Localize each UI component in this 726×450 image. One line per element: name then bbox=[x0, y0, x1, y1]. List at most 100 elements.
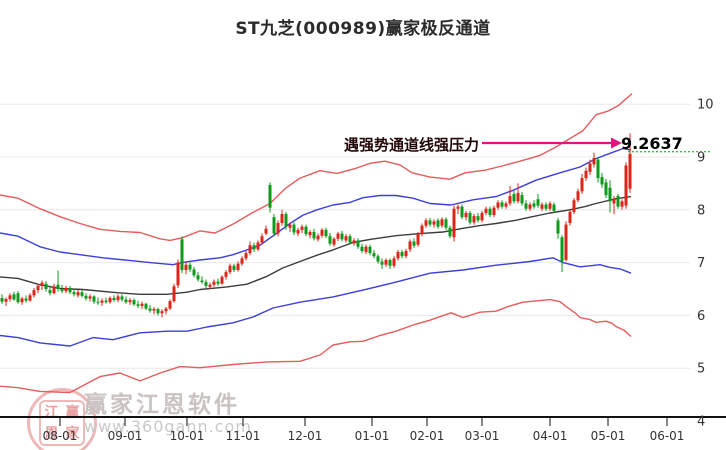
pressure-price-label: 9.2637 bbox=[621, 134, 683, 153]
candle-body bbox=[4, 299, 8, 302]
candle-body bbox=[368, 246, 372, 254]
candle-body bbox=[348, 236, 352, 243]
candle-body bbox=[476, 216, 480, 221]
candle-body bbox=[208, 284, 212, 287]
candle-body bbox=[444, 219, 448, 228]
candle-body bbox=[172, 286, 176, 302]
candle-body bbox=[196, 275, 200, 280]
seal-char: 家 bbox=[65, 425, 80, 442]
candle-body bbox=[256, 242, 260, 250]
candle-body bbox=[264, 228, 268, 234]
candle-body bbox=[312, 231, 316, 239]
candle-body bbox=[228, 265, 232, 273]
candle-body bbox=[564, 224, 568, 260]
candle-body bbox=[588, 163, 592, 172]
y-axis-label: 5 bbox=[697, 362, 705, 377]
candle-body bbox=[184, 264, 188, 270]
x-axis-label: 05-01 bbox=[591, 429, 626, 443]
channel-line-middle_black bbox=[0, 195, 632, 295]
x-axis-label: 03-01 bbox=[465, 429, 500, 443]
candle-body bbox=[92, 296, 96, 302]
candle-body bbox=[44, 283, 48, 289]
candle-body bbox=[508, 196, 512, 204]
candle-body bbox=[244, 253, 248, 259]
pressure-arrow-icon bbox=[482, 137, 622, 149]
candle-body bbox=[104, 300, 108, 303]
candle-body bbox=[0, 297, 4, 302]
x-axis-label: 02-01 bbox=[410, 429, 445, 443]
candle-body bbox=[616, 196, 620, 207]
candle-body bbox=[532, 203, 536, 207]
candle-body bbox=[516, 192, 520, 202]
candle-body bbox=[32, 290, 36, 296]
candle-body bbox=[576, 191, 580, 201]
candle-body bbox=[604, 182, 608, 196]
candle-body bbox=[28, 295, 32, 301]
candle-body bbox=[204, 282, 208, 286]
candle-body bbox=[524, 203, 528, 209]
x-axis-label: 10-01 bbox=[170, 429, 205, 443]
candle-body bbox=[432, 221, 436, 225]
candle-body bbox=[332, 238, 336, 245]
candle-body bbox=[520, 195, 524, 204]
candle-body bbox=[240, 258, 244, 264]
candle-body bbox=[8, 295, 12, 300]
candle-body bbox=[16, 293, 20, 303]
candle-body bbox=[324, 229, 328, 237]
x-axis-label: 04-01 bbox=[533, 429, 568, 443]
candle-body bbox=[356, 240, 360, 247]
candle-body bbox=[340, 233, 344, 240]
candle-body bbox=[364, 246, 368, 253]
y-axis-label: 4 bbox=[697, 415, 705, 430]
candle-body bbox=[512, 193, 516, 202]
candle-body bbox=[112, 297, 116, 301]
candle-body bbox=[460, 206, 464, 218]
y-axis-label: 10 bbox=[697, 98, 714, 113]
candle-body bbox=[408, 241, 412, 250]
candle-body bbox=[60, 289, 64, 292]
candle-body bbox=[84, 295, 88, 299]
candle-body bbox=[96, 301, 100, 303]
y-axis-label: 8 bbox=[697, 203, 705, 218]
candle-body bbox=[188, 264, 192, 270]
candle-body bbox=[552, 204, 556, 211]
candle-body bbox=[164, 308, 168, 312]
candle-body bbox=[72, 292, 76, 295]
candle-body bbox=[412, 241, 416, 246]
candle-body bbox=[596, 159, 600, 179]
candle-body bbox=[116, 296, 120, 301]
candle-body bbox=[276, 223, 280, 234]
candle-body bbox=[600, 177, 604, 185]
x-axis-label: 09-01 bbox=[108, 429, 143, 443]
candle-body bbox=[504, 203, 508, 207]
channel-line-upper_red bbox=[0, 93, 633, 242]
candle-body bbox=[128, 300, 132, 303]
candle-body bbox=[280, 214, 284, 223]
x-axis-label: 11-01 bbox=[226, 429, 261, 443]
x-axis-label: 06-01 bbox=[650, 429, 685, 443]
candle-body bbox=[500, 202, 504, 207]
candle-body bbox=[388, 259, 392, 266]
candle-body bbox=[376, 256, 380, 262]
candle-body bbox=[36, 285, 40, 291]
candle-body bbox=[236, 263, 240, 270]
seal-char: 恩 bbox=[44, 425, 59, 442]
candle-body bbox=[420, 225, 424, 235]
candle-body bbox=[136, 304, 140, 306]
candle-body bbox=[548, 203, 552, 209]
candle-body bbox=[544, 204, 548, 209]
candle-body bbox=[328, 236, 332, 244]
y-axis-label: 7 bbox=[697, 256, 705, 271]
candle-body bbox=[352, 240, 356, 244]
candle-body bbox=[108, 297, 112, 303]
candle-body bbox=[64, 287, 68, 292]
candle-body bbox=[396, 252, 400, 259]
candle-body bbox=[380, 261, 384, 265]
candle-body bbox=[468, 212, 472, 223]
candle-body bbox=[88, 296, 92, 299]
candle-body bbox=[580, 178, 584, 192]
candle-body bbox=[372, 253, 376, 257]
candle-body bbox=[216, 281, 220, 284]
candle-body bbox=[336, 233, 340, 239]
